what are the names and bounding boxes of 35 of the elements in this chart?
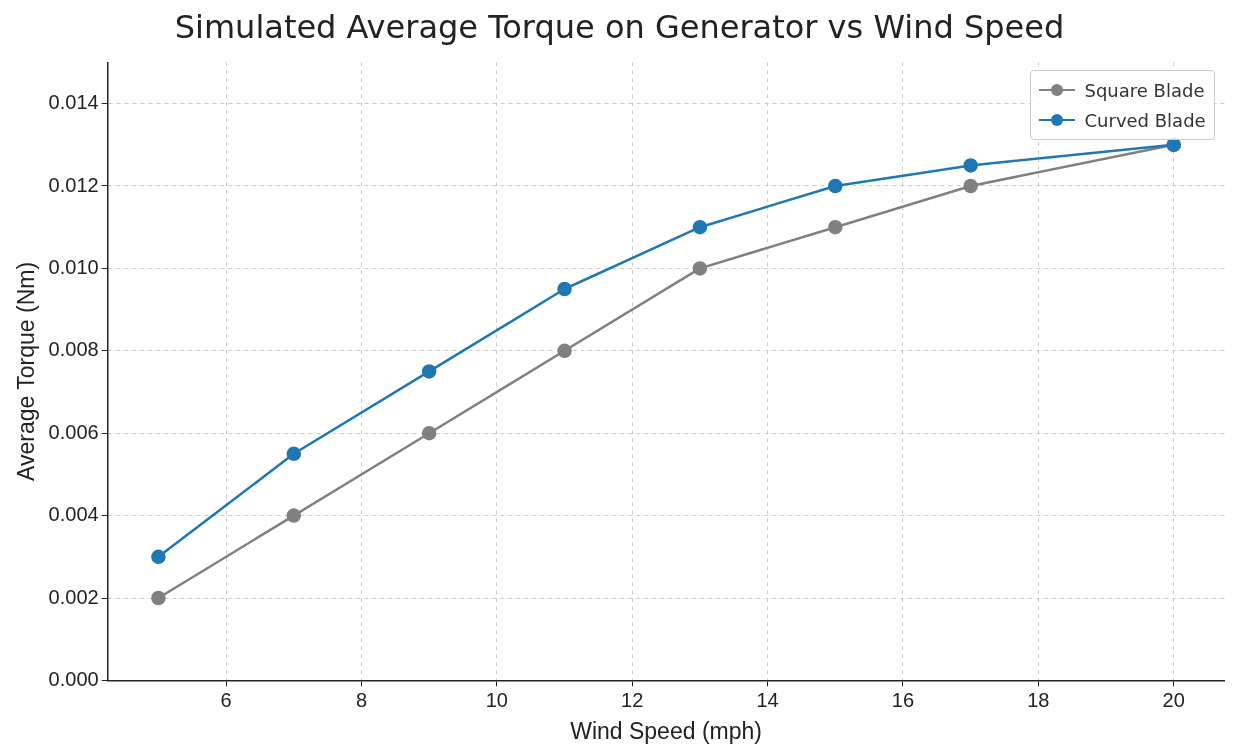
y-tick-label: 0.006 bbox=[48, 420, 99, 443]
point bbox=[963, 158, 978, 173]
chart-title: Simulated Average Torque on Generator vs Wind Speed bbox=[174, 7, 1065, 46]
y-tick-label: 0.008 bbox=[48, 338, 99, 361]
point bbox=[151, 549, 166, 565]
x-tick-label: 8 bbox=[355, 688, 368, 711]
x-tick-label: 18 bbox=[1027, 688, 1050, 711]
x-tick-label: 10 bbox=[485, 688, 508, 711]
x-tick-label: 16 bbox=[891, 688, 915, 711]
point bbox=[286, 508, 302, 523]
y-tick-label: 0.000 bbox=[48, 667, 99, 690]
point bbox=[963, 178, 978, 194]
x-tick-label: 6 bbox=[220, 688, 232, 711]
y-tick-label: 0.014 bbox=[48, 91, 99, 114]
point bbox=[692, 219, 708, 235]
x-axis-title: Wind Speed (mph) bbox=[570, 717, 762, 744]
point bbox=[421, 364, 437, 379]
point bbox=[286, 446, 302, 462]
point bbox=[692, 261, 708, 276]
point bbox=[557, 343, 572, 359]
point bbox=[421, 425, 437, 441]
y-axis-title: Average Torque (Nm) bbox=[13, 261, 40, 481]
legend-label: Square Blade bbox=[1084, 79, 1205, 101]
legend-label: Curved Blade bbox=[1084, 109, 1206, 131]
point bbox=[151, 590, 166, 606]
point bbox=[828, 219, 843, 235]
y-tick-label: 0.002 bbox=[48, 585, 99, 608]
y-tick-label: 0.010 bbox=[48, 255, 99, 278]
y-tick-label: 0.012 bbox=[48, 173, 99, 196]
x-tick-label: 12 bbox=[621, 688, 644, 711]
x-tick-label: 14 bbox=[756, 688, 779, 711]
x-tick-label: 20 bbox=[1162, 688, 1185, 711]
point bbox=[557, 281, 572, 297]
point bbox=[828, 178, 843, 194]
y-tick-label: 0.004 bbox=[48, 503, 99, 526]
